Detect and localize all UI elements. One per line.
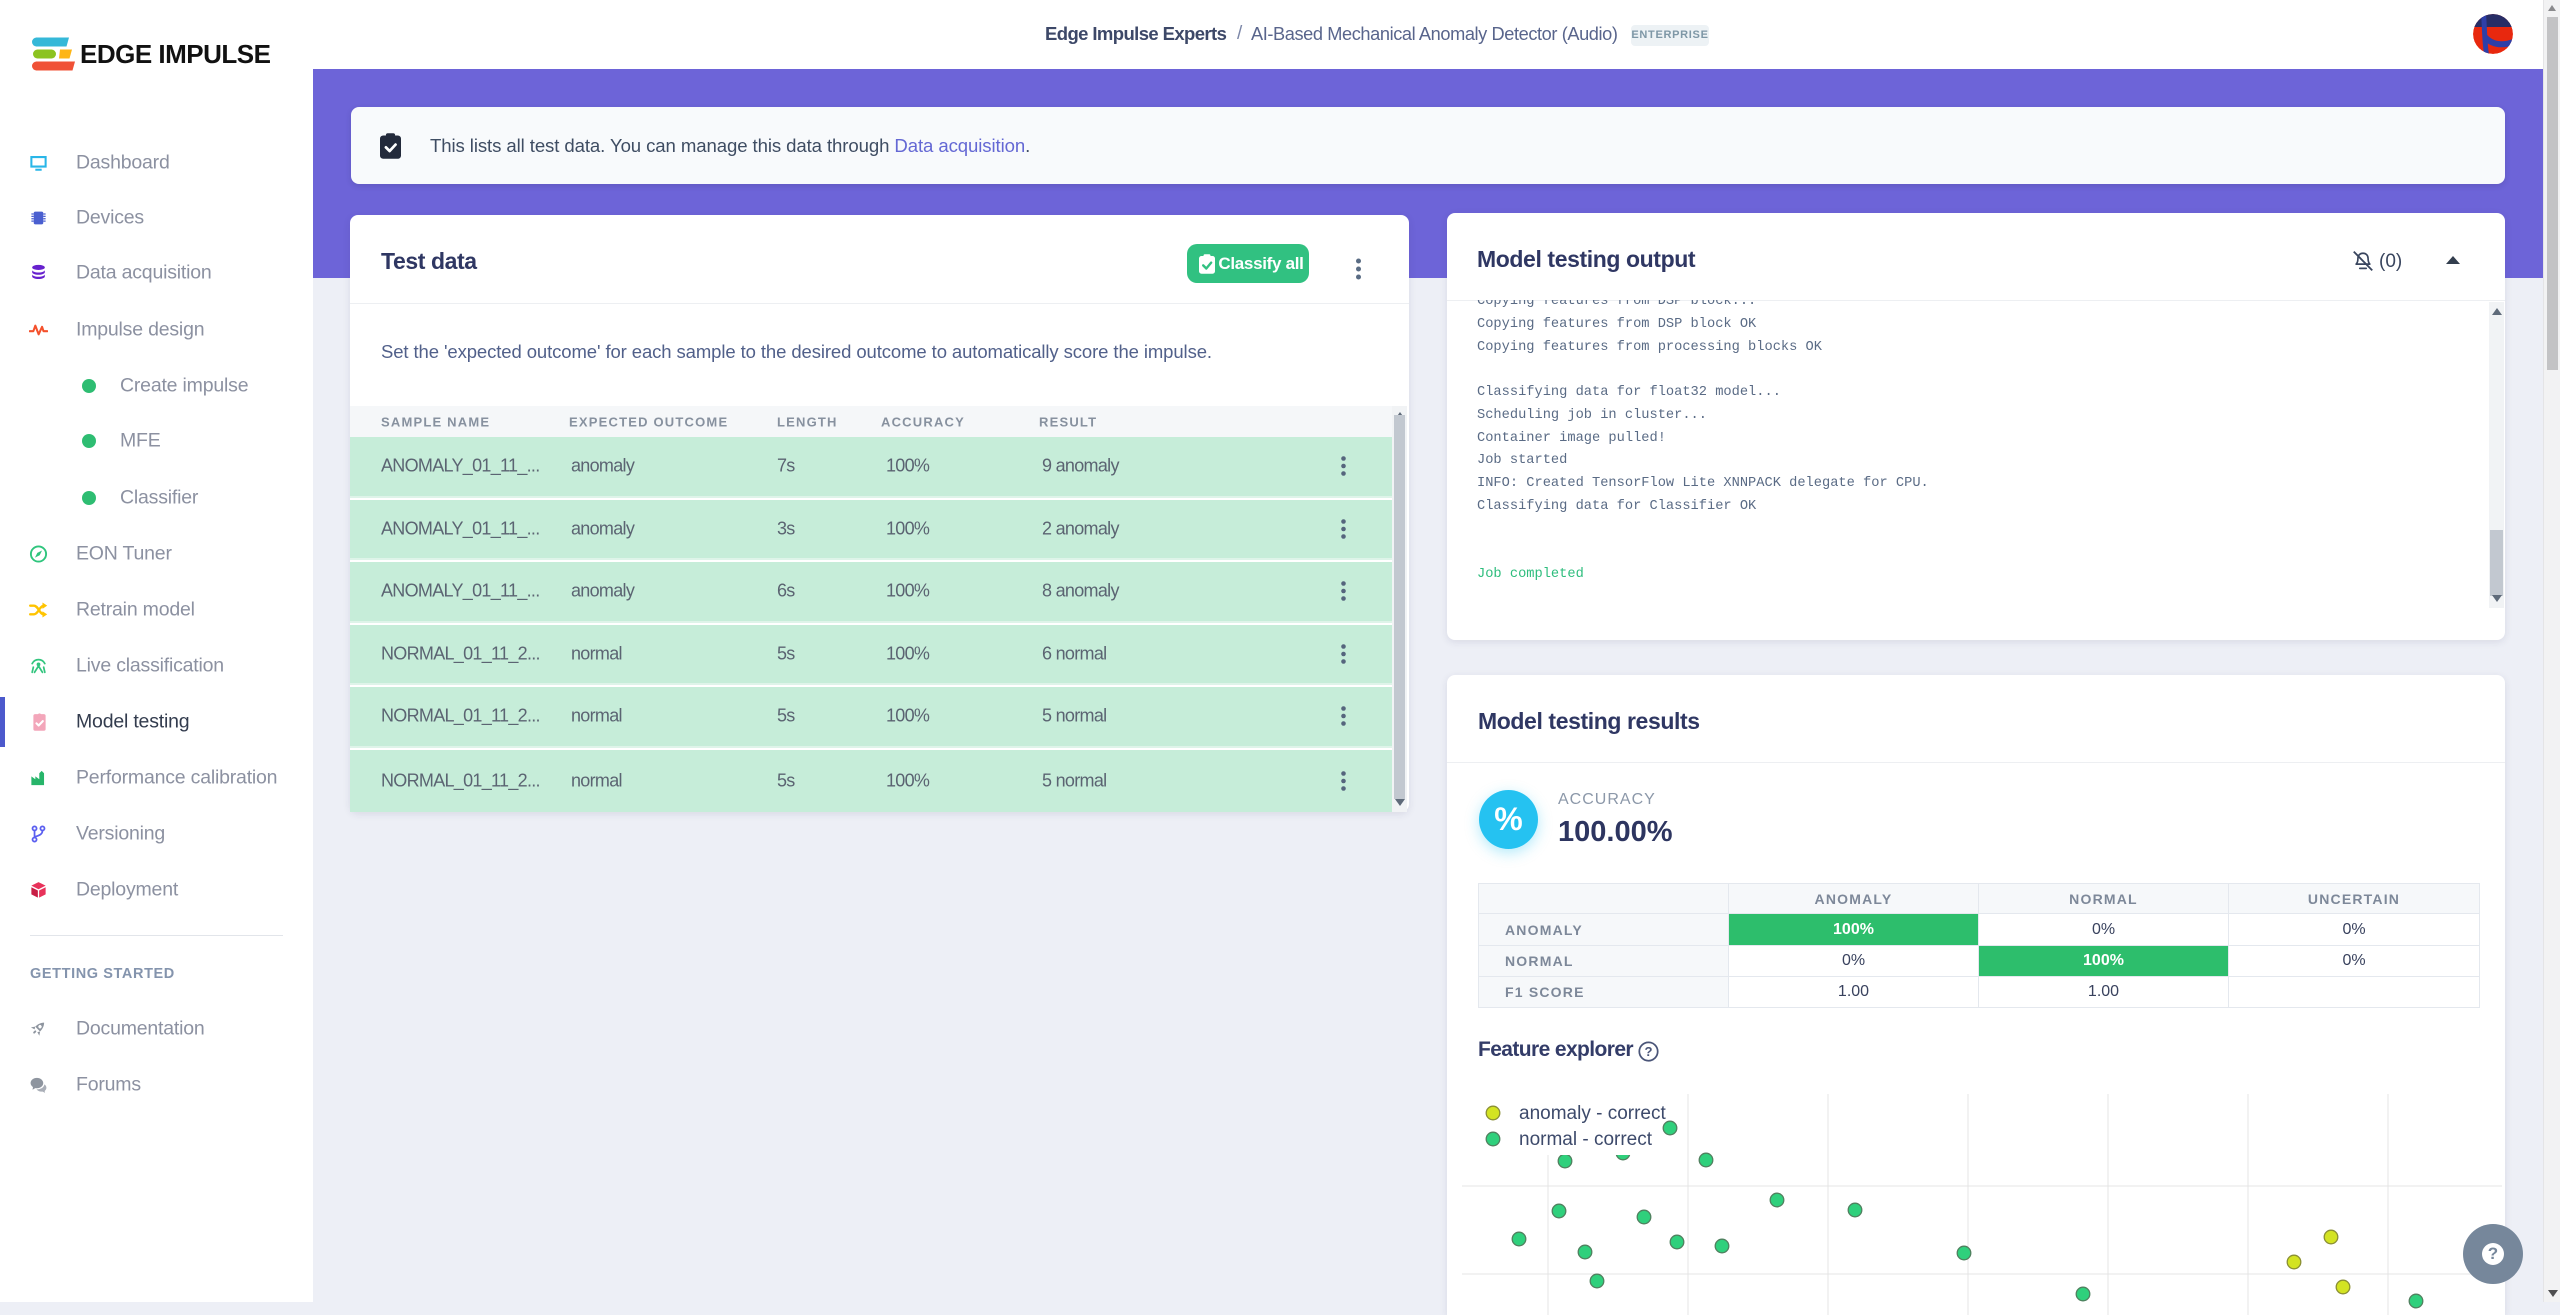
svg-text:anomaly - correct: anomaly - correct <box>1519 1103 1666 1124</box>
svg-text:normal - correct: normal - correct <box>1519 1129 1653 1150</box>
svg-text:?: ? <box>1644 1044 1652 1059</box>
